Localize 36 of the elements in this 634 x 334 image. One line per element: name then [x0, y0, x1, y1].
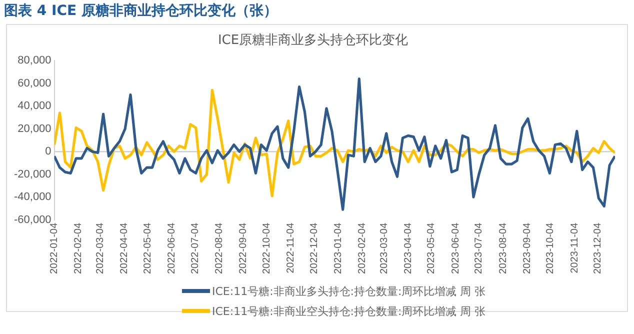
x-tick-label: 2023-10-04 — [545, 222, 556, 274]
x-tick-label: 2023-01-04 — [332, 222, 344, 274]
x-tick-label: 2022-05-04 — [142, 222, 154, 274]
x-tick-label: 2023-05-04 — [426, 222, 438, 274]
x-tick-label: 2022-12-04 — [308, 222, 320, 274]
y-tick-label: -20,000 — [14, 168, 52, 180]
y-tick-label: -60,000 — [14, 214, 52, 226]
x-tick-label: 2022-09-04 — [238, 222, 250, 274]
y-tick-label: -40,000 — [14, 191, 52, 204]
y-tick-label: 40,000 — [18, 100, 52, 112]
x-tick-label: 2022-07-04 — [190, 222, 201, 274]
x-tick-label: 2022-02-04 — [73, 222, 84, 274]
x-tick-label: 2023-08-04 — [498, 222, 509, 274]
x-tick-label: 2023-06-04 — [450, 222, 462, 274]
x-tick-label: 2023-02-04 — [357, 222, 368, 274]
x-tick-label: 2022-04-04 — [119, 222, 130, 274]
chart-title: 图表 4 ICE 原糖非商业持仓环比变化（张） — [4, 2, 278, 20]
x-tick-label: 2023-04-04 — [402, 222, 414, 274]
x-tick-label: 2023-07-04 — [474, 222, 485, 274]
x-tick-label: 2023-11-04 — [569, 222, 580, 274]
x-tick-label: 2022-08-04 — [214, 222, 225, 274]
y-tick-label: 20,000 — [18, 122, 52, 135]
x-tick-label: 2023-03-04 — [378, 222, 390, 274]
x-tick-label: 2022-01-04 — [49, 222, 60, 274]
x-tick-label: 2022-06-04 — [166, 222, 178, 274]
x-tick-label: 2023-09-04 — [522, 222, 533, 274]
chart-subtitle: ICE原糖非商业多头持仓环比变化 — [218, 33, 408, 48]
x-tick-label: 2023-12-04 — [592, 222, 604, 274]
x-tick-label: 2022-03-04 — [94, 222, 106, 274]
y-tick-label: 0 — [45, 146, 52, 158]
legend-label: ICE:11号糖:非商业空头持仓:持仓数量:周环比增减 周 张 — [212, 304, 486, 318]
y-tick-label: 80,000 — [18, 54, 52, 67]
x-tick-label: 2022-10-04 — [261, 222, 272, 274]
y-tick-label: 60,000 — [18, 77, 52, 90]
legend-label: ICE:11号糖:非商业多头持仓:持仓数量:周环比增减 周 张 — [212, 284, 486, 298]
x-tick-label: 2022-11-04 — [285, 222, 296, 274]
